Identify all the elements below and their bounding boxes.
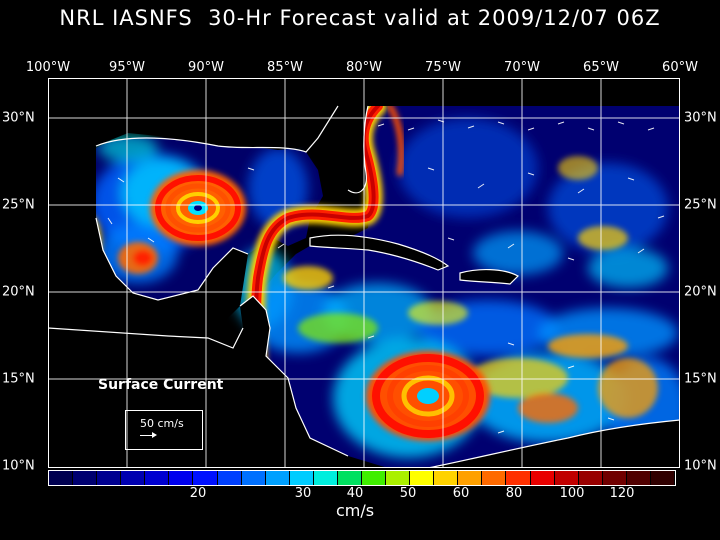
colorbar-swatch [49,471,74,485]
current-map: Surface Current 50 cm/s [48,78,680,468]
colorbar-tick: 40 [346,486,364,501]
colorbar-swatch [193,471,218,485]
mexico [48,78,248,338]
colorbar-swatch [626,471,651,485]
colorbar-swatch [434,471,459,485]
colorbar-swatch [458,471,483,485]
lon-label: 70°W [504,60,540,75]
graticule [48,78,680,468]
lat-label: 10°N [2,458,35,474]
colorbar-swatch [602,471,627,485]
south-america [428,420,680,468]
lon-label: 100°W [25,60,71,75]
colorbar-swatch [530,471,555,485]
cuba [310,235,448,270]
colorbar-swatch [241,471,266,485]
colorbar-tick: 100 [559,486,585,501]
colorbar-swatch [289,471,314,485]
colorbar-swatch [337,471,363,485]
map-title: NRL IASNFS 30-Hr Forecast valid at 2009/… [59,6,661,30]
colorbar-swatch [97,471,122,485]
colorbar-swatch [650,471,675,485]
colorbar-swatch [386,471,411,485]
colorbar-swatch [73,471,98,485]
colorbar-tick: 30 [294,486,312,501]
colorbar-swatch [313,471,338,485]
map-frame [48,78,680,468]
colorbar-swatch [362,471,387,485]
colorbar-swatch [145,471,170,485]
colorbar-swatch [217,471,242,485]
current-vectors [107,119,665,449]
colorbar-swatch [410,471,435,485]
scale-box: 50 cm/s [125,410,203,450]
central-america [48,296,348,468]
colorbar-tick: 60 [452,486,470,501]
colorbar-swatch [578,471,603,485]
lon-label: 85°W [267,60,303,75]
colorbar-units: cm/s [335,501,375,520]
colorbar-swatch [265,471,290,485]
scale-arrow [140,435,154,436]
florida [323,106,368,193]
scale-label: 50 cm/s [140,417,184,430]
hispaniola [460,269,518,284]
colorbar-tick: 80 [505,486,523,501]
lon-label: 65°W [583,60,619,75]
lat-label: 15°N [2,371,35,387]
lon-label: 75°W [425,60,461,75]
lon-label: 90°W [188,60,224,75]
colorbar [48,470,676,486]
lat-label: 15°N [684,371,717,387]
gulf-eddy [150,170,246,246]
caribbean-eddy [366,351,490,441]
colorbar-swatch [506,471,531,485]
lat-label: 25°N [684,197,717,213]
coastlines [48,105,680,468]
lat-label: 20°N [684,284,717,300]
us-gulf-coast [96,78,680,150]
colorbar-tick: 20 [189,486,207,501]
colorbar-swatch [482,471,507,485]
lon-label: 95°W [109,60,145,75]
colorbar-tick: 120 [609,486,635,501]
lat-label: 25°N [2,197,35,213]
lat-label: 30°N [2,110,35,126]
colorbar-swatch [169,471,194,485]
lat-label: 20°N [2,284,35,300]
colorbar-swatch [121,471,146,485]
colorbar-tick: 50 [399,486,417,501]
lat-label: 30°N [684,110,717,126]
field-label: Surface Current [98,377,224,393]
scale-arrow-head [152,432,157,438]
lon-label: 60°W [662,60,698,75]
colorbar-swatch [554,471,579,485]
lat-label: 10°N [684,458,717,474]
lon-label: 80°W [346,60,382,75]
